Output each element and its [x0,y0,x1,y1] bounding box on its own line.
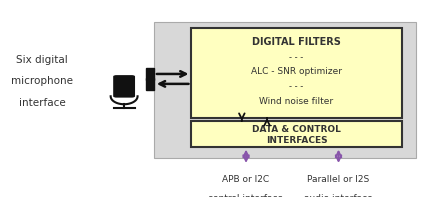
Text: control interface: control interface [208,194,284,197]
Text: Parallel or I2S: Parallel or I2S [308,175,370,184]
Text: microphone: microphone [11,76,73,86]
Text: Wind noise filter: Wind noise filter [260,97,333,106]
Bar [154,22,416,158]
Text: INTERFACES: INTERFACES [266,136,327,145]
Bar [191,121,402,147]
Text: interface: interface [19,98,66,108]
Text: DIGITAL FILTERS: DIGITAL FILTERS [252,37,341,47]
Bar [146,68,154,80]
Text: DATA & CONTROL: DATA & CONTROL [252,125,341,134]
Text: audio interface: audio interface [304,194,373,197]
Text: ALC - SNR optimizer: ALC - SNR optimizer [251,67,342,76]
Bar [146,78,154,90]
Text: Six digital: Six digital [16,55,68,65]
FancyBboxPatch shape [113,75,135,98]
Text: - - -: - - - [289,53,304,61]
Text: APB or I2C: APB or I2C [223,175,269,184]
Bar [191,28,402,118]
Text: - - -: - - - [289,82,304,91]
